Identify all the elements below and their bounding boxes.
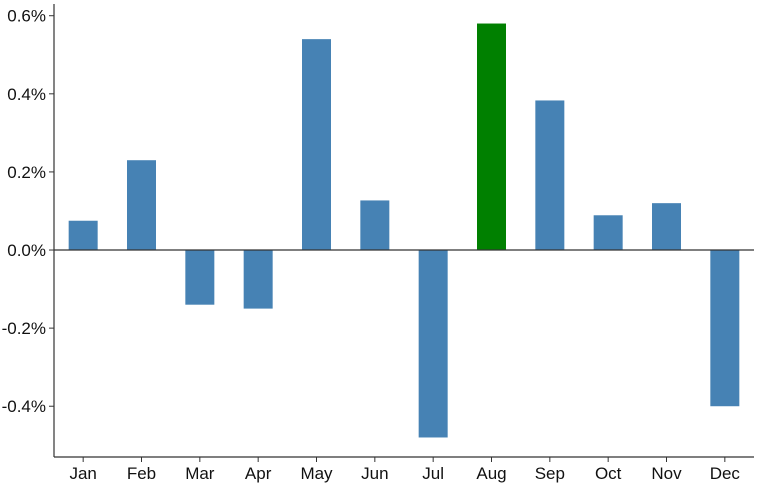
x-tick-label-dec: Dec bbox=[710, 464, 741, 483]
x-tick-label-oct: Oct bbox=[595, 464, 622, 483]
y-tick-label: 0.6% bbox=[7, 7, 46, 26]
bar-sep bbox=[535, 100, 565, 251]
x-tick-label-jan: Jan bbox=[69, 464, 96, 483]
x-tick-label-jul: Jul bbox=[422, 464, 444, 483]
y-tick-label: -0.4% bbox=[2, 397, 46, 416]
bar-jul bbox=[418, 250, 448, 438]
bar-mar bbox=[185, 250, 215, 305]
x-tick-label-apr: Apr bbox=[245, 464, 272, 483]
bar-dec bbox=[710, 250, 740, 407]
bar-apr bbox=[243, 250, 273, 309]
x-tick-label-may: May bbox=[300, 464, 333, 483]
y-tick-label: -0.2% bbox=[2, 319, 46, 338]
bar-aug bbox=[477, 23, 506, 251]
bar-nov bbox=[652, 203, 681, 251]
bars-group bbox=[68, 23, 740, 438]
x-tick-label-jun: Jun bbox=[361, 464, 388, 483]
bar-may bbox=[302, 39, 331, 251]
x-tick-label-aug: Aug bbox=[476, 464, 506, 483]
y-tick-label: 0.0% bbox=[7, 241, 46, 260]
x-tick-label-mar: Mar bbox=[185, 464, 215, 483]
x-tick-label-feb: Feb bbox=[127, 464, 156, 483]
bar-jun bbox=[360, 200, 390, 251]
bar-oct bbox=[593, 215, 623, 251]
bar-jan bbox=[68, 220, 98, 251]
y-tick-label: 0.4% bbox=[7, 85, 46, 104]
y-ticks-group: -0.4% -0.2% 0.0% 0.2% 0.4% 0.6% bbox=[2, 7, 54, 416]
x-tick-label-nov: Nov bbox=[651, 464, 682, 483]
y-tick-label: 0.2% bbox=[7, 163, 46, 182]
x-ticks-group: Jan Feb Mar Apr May Jun Jul Aug Sep Oct Nov Dec bbox=[69, 457, 740, 483]
x-tick-label-sep: Sep bbox=[535, 464, 565, 483]
bar-feb bbox=[127, 160, 156, 251]
